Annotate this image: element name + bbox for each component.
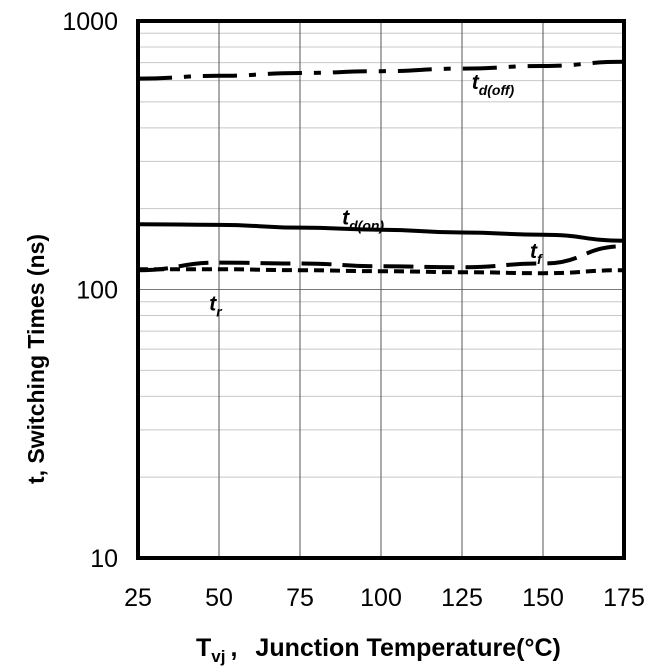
x-tick-label: 100 bbox=[360, 584, 402, 612]
y-tick-label: 100 bbox=[76, 277, 118, 305]
y-axis-title: t, Switching Times (ns) bbox=[23, 234, 49, 484]
x-tick-label: 50 bbox=[205, 584, 233, 612]
series-label-r: tr bbox=[209, 292, 223, 319]
y-tick-label: 10 bbox=[90, 545, 118, 573]
x-axis-title: Tvj, Junction Temperature(°C) bbox=[196, 634, 561, 666]
x-tick-label: 125 bbox=[441, 584, 483, 612]
x-axis-title-symbol: T bbox=[196, 634, 211, 662]
x-tick-label: 175 bbox=[603, 584, 645, 612]
x-axis-title-subscript: vj bbox=[211, 647, 225, 666]
x-axis-title-text: Junction Temperature(°C) bbox=[255, 634, 560, 662]
x-tick-labels: 25 50 75 100 125 150 175 bbox=[124, 584, 645, 612]
series-line-r bbox=[138, 267, 625, 276]
series-label-sub: d(off) bbox=[479, 82, 515, 98]
x-tick-label: 75 bbox=[286, 584, 314, 612]
series-label-sub: d(on) bbox=[349, 218, 384, 234]
x-axis-title-separator: , bbox=[230, 634, 237, 662]
series-label-main: t bbox=[342, 207, 350, 230]
series-label-main: t bbox=[530, 240, 538, 263]
y-tick-labels: 10 100 1000 bbox=[62, 8, 118, 573]
series-label-doff: td(off) bbox=[472, 71, 515, 98]
series-label-main: t bbox=[472, 71, 480, 94]
series-lines bbox=[137, 59, 625, 276]
series-line-doff bbox=[137, 59, 625, 81]
series-label-main: t bbox=[209, 292, 217, 315]
series-label-don: td(on) bbox=[342, 207, 384, 234]
series-label-sub: r bbox=[216, 303, 223, 319]
x-tick-label: 25 bbox=[124, 584, 152, 612]
y-tick-label: 1000 bbox=[62, 8, 118, 36]
plot-frame bbox=[136, 19, 626, 560]
x-tick-label: 150 bbox=[522, 584, 564, 612]
series-line-don bbox=[137, 222, 625, 243]
series-label-sub: f bbox=[537, 251, 543, 267]
series-label-f: tf bbox=[530, 240, 543, 267]
